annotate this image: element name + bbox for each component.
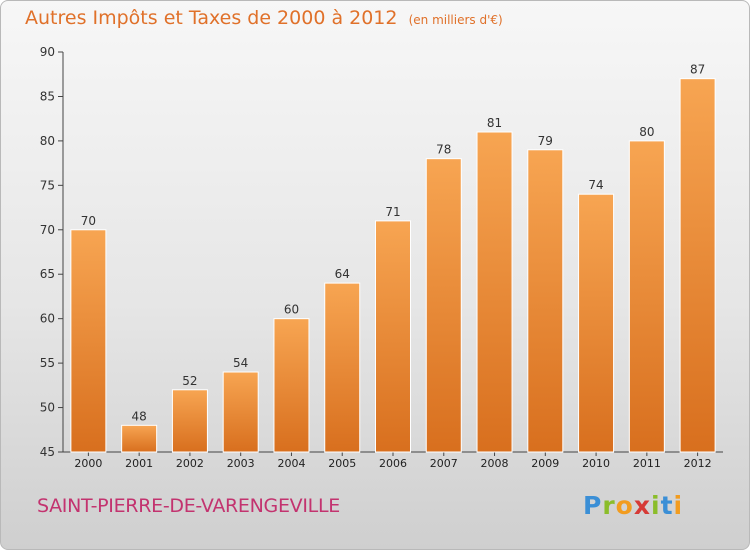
bar-2003: [222, 371, 259, 453]
y-tick-label: 55: [40, 356, 55, 370]
chart-title: Autres Impôts et Taxes de 2000 à 2012: [25, 7, 398, 29]
chart-data-labels: 70 48 52 54 60 64 71 78 81 79 74 80 87: [81, 63, 706, 424]
x-tick-label: 2001: [125, 457, 153, 470]
bar-2006: [375, 220, 411, 453]
y-tick-label: 85: [40, 89, 55, 103]
proxiti-logo: Proxiti: [583, 491, 684, 520]
bar-2002: [171, 389, 208, 453]
data-label-2003: 54: [233, 356, 248, 370]
data-label-2006: 71: [385, 205, 400, 219]
data-label-2008: 81: [487, 116, 502, 130]
bar-2004: [273, 318, 310, 453]
chart-title-row: Autres Impôts et Taxes de 2000 à 2012 (e…: [25, 7, 503, 29]
y-tick-label: 50: [40, 401, 55, 415]
x-tick-label: 2012: [684, 457, 712, 470]
bar-2009: [527, 149, 564, 453]
x-tick-label: 2007: [430, 457, 458, 470]
y-tick-label: 80: [40, 134, 55, 148]
bar-2000: [70, 229, 107, 453]
y-tick-label: 65: [40, 267, 55, 281]
data-label-2005: 64: [335, 267, 350, 281]
data-label-2011: 80: [639, 125, 654, 139]
y-tick-label: 90: [40, 45, 55, 59]
x-tick-label: 2000: [74, 457, 102, 470]
data-label-2007: 78: [436, 143, 451, 157]
bar-2007: [425, 158, 462, 453]
bar-2001: [121, 424, 158, 453]
bar-2005: [324, 282, 361, 453]
data-label-2004: 60: [284, 303, 299, 317]
data-label-2010: 74: [588, 178, 603, 192]
x-tick-label: 2005: [328, 457, 356, 470]
x-tick-label: 2008: [481, 457, 509, 470]
y-tick-label: 70: [40, 223, 55, 237]
data-label-2012: 87: [690, 63, 705, 77]
bar-2010: [578, 193, 615, 453]
data-label-2009: 79: [538, 134, 553, 148]
x-tick-label: 2009: [531, 457, 559, 470]
bar-2008: [476, 131, 513, 453]
data-label-2000: 70: [81, 214, 96, 228]
chart-unit: (en milliers d'€): [408, 13, 503, 27]
commune-name: SAINT-PIERRE-DE-VARENGEVILLE: [37, 495, 340, 517]
x-tick-label: 2006: [379, 457, 407, 470]
x-tick-label: 2004: [277, 457, 305, 470]
data-label-2001: 48: [132, 409, 147, 423]
bar-2012: [679, 78, 716, 453]
x-tick-label: 2002: [176, 457, 204, 470]
chart-bars: [70, 78, 716, 453]
y-tick-label: 60: [40, 312, 55, 326]
data-label-2002: 52: [182, 374, 197, 388]
y-tick-label: 75: [40, 178, 55, 192]
x-tick-label: 2011: [633, 457, 661, 470]
bar-2011: [628, 140, 665, 453]
x-tick-label: 2003: [227, 457, 255, 470]
x-tick-label: 2010: [582, 457, 610, 470]
y-tick-label: 45: [40, 445, 55, 459]
